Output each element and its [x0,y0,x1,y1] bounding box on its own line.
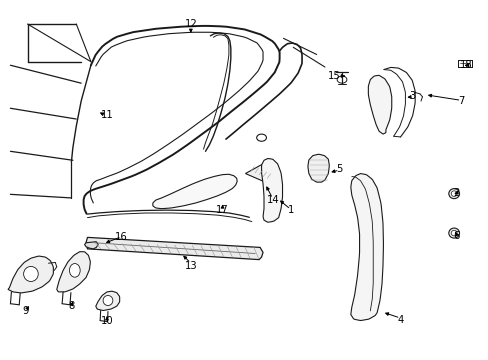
Ellipse shape [450,230,456,236]
Ellipse shape [69,264,80,277]
Ellipse shape [23,266,38,282]
Polygon shape [84,242,98,249]
Polygon shape [153,174,237,209]
Text: 18: 18 [459,60,472,70]
Text: 5: 5 [336,164,342,174]
Polygon shape [245,164,276,185]
Ellipse shape [450,191,456,197]
Text: 6: 6 [452,231,459,240]
Text: 11: 11 [101,111,113,121]
Polygon shape [307,154,328,182]
Text: 3: 3 [409,91,415,101]
Text: 17: 17 [216,206,228,216]
Polygon shape [57,252,90,292]
Polygon shape [367,75,391,134]
Polygon shape [8,256,53,293]
Ellipse shape [448,228,459,238]
Polygon shape [96,291,120,310]
Polygon shape [86,237,263,260]
Text: 10: 10 [101,316,113,325]
Text: 14: 14 [266,195,279,205]
Text: 1: 1 [287,206,293,216]
Text: 13: 13 [184,261,197,271]
Text: 16: 16 [115,232,128,242]
Text: 7: 7 [457,96,464,106]
Text: 8: 8 [68,301,74,311]
Ellipse shape [103,296,113,306]
Text: 12: 12 [184,19,197,29]
Text: 15: 15 [327,71,341,81]
Text: 4: 4 [397,315,403,325]
Polygon shape [261,159,282,222]
Ellipse shape [448,189,459,199]
Polygon shape [350,174,383,320]
Text: 2: 2 [452,188,459,198]
Text: 9: 9 [23,306,29,316]
